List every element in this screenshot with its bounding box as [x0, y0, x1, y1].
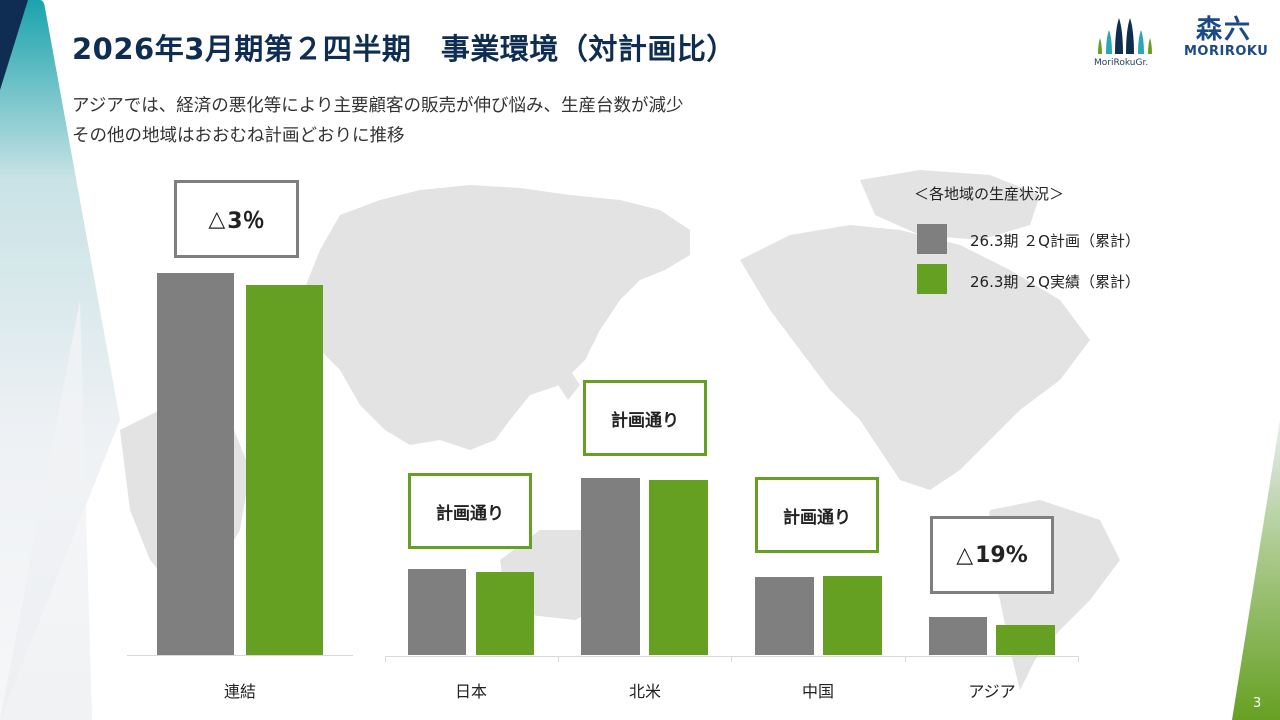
- legend-title: ＜各地域の生産状況＞: [914, 185, 1065, 203]
- callout-japan-text: 計画通り: [436, 503, 504, 524]
- axis-tick: [731, 656, 732, 662]
- subtitle-line-1: アジアでは、経済の悪化等により主要顧客の販売が伸び悩み、生産台数が減少: [72, 96, 684, 116]
- axis-tick: [385, 656, 386, 662]
- company-name-en: MORIROKU: [1184, 44, 1269, 59]
- bar-china-plan: [755, 577, 814, 655]
- moriroku-group-logo: MoriRokuGr.: [1094, 14, 1160, 74]
- axis-consolidated: [127, 655, 353, 656]
- axis-tick: [558, 656, 559, 662]
- bar-consolidated-plan: [157, 273, 234, 655]
- group-logo-text: MoriRokuGr.: [1094, 58, 1149, 68]
- legend-swatch-actual: [917, 264, 947, 294]
- callout-asia: △ 19%: [930, 516, 1054, 594]
- callout-china-text: 計画通り: [783, 507, 851, 528]
- bar-japan-plan: [408, 569, 466, 655]
- callout-china: 計画通り: [755, 477, 879, 553]
- bar-china-actual: [823, 576, 882, 655]
- callout-japan: 計画通り: [408, 473, 532, 549]
- bar-north-america-plan: [581, 478, 640, 655]
- axis-tick: [1078, 656, 1079, 662]
- category-label-north-america: 北米: [628, 682, 661, 701]
- callout-consolidated-value: 3％: [227, 209, 265, 234]
- company-kanji: 森六: [1195, 15, 1252, 45]
- leaf-flames-icon: [1098, 18, 1152, 54]
- legend-swatch-plan: [917, 224, 947, 254]
- axis-tick: [905, 656, 906, 662]
- callout-consolidated: △ 3％: [174, 180, 299, 258]
- delta-triangle-icon: △: [956, 542, 974, 568]
- delta-triangle-icon: △: [208, 206, 226, 232]
- bar-asia-plan: [929, 617, 987, 655]
- legend-label-actual: 26.3期 ２Q実績（累計）: [970, 273, 1140, 291]
- page-title: 2026年3月期第２四半期 事業環境（対計画比）: [72, 32, 736, 66]
- subtitle-line-2: その他の地域はおおむね計画どおりに推移: [72, 126, 405, 146]
- bar-consolidated-actual: [246, 285, 323, 655]
- callout-north-america-text: 計画通り: [611, 410, 679, 431]
- callout-asia-value: 19%: [975, 542, 1028, 568]
- bar-japan-actual: [476, 572, 534, 655]
- bar-north-america-actual: [649, 480, 708, 655]
- category-label-asia: アジア: [968, 682, 1016, 701]
- legend-label-plan: 26.3期 ２Q計画（累計）: [970, 232, 1140, 250]
- moriroku-logo: 森六 MORIROKU: [1184, 15, 1269, 59]
- callout-north-america: 計画通り: [583, 380, 707, 456]
- category-label-china: 中国: [801, 682, 834, 701]
- bar-asia-actual: [996, 625, 1055, 655]
- category-label-japan: 日本: [454, 682, 487, 701]
- page-number: 3: [1253, 696, 1262, 711]
- category-label-consolidated: 連結: [223, 682, 256, 701]
